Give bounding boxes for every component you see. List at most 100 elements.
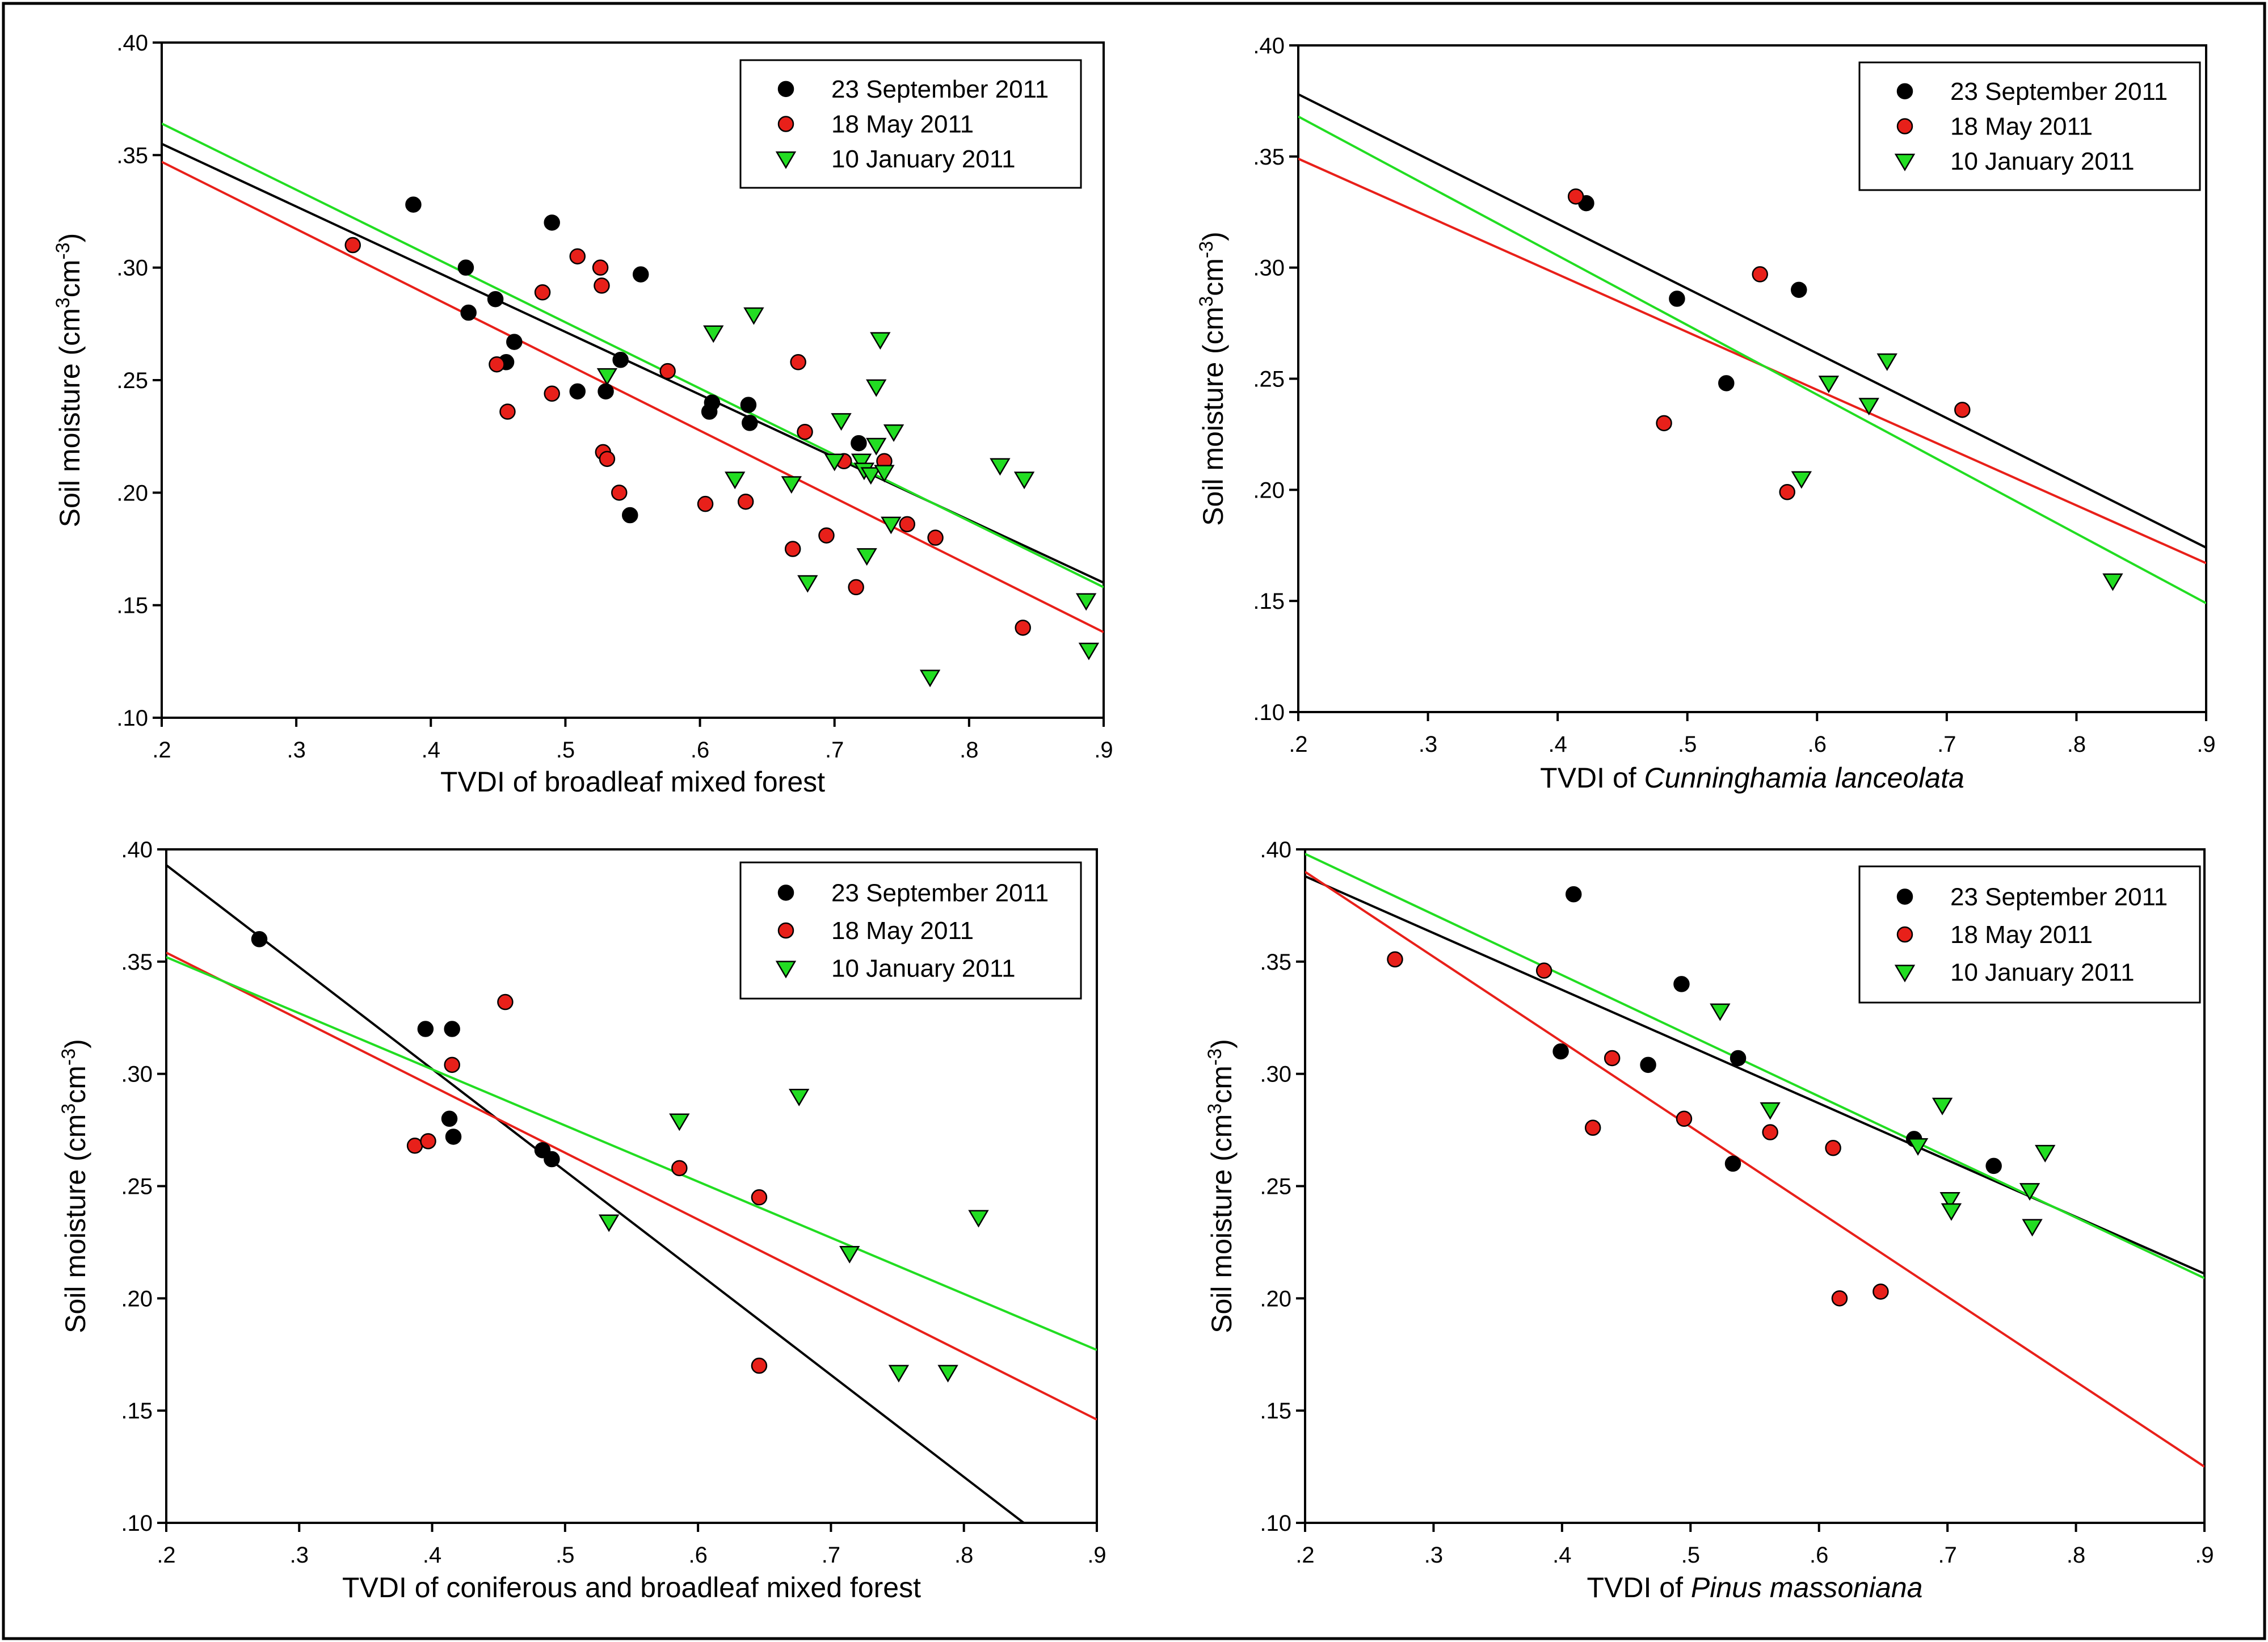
point-series-3 [743, 307, 764, 325]
point-series-1 [597, 383, 614, 400]
point-series-3 [851, 453, 872, 471]
legend-marker [1896, 889, 1913, 905]
point-series-3 [1858, 398, 1879, 416]
legend-box [1858, 61, 2201, 191]
x-tick-label: .3 [1419, 732, 1437, 757]
point-series-3 [968, 1210, 989, 1228]
point-series-3 [1818, 376, 1840, 393]
x-tick-label: .2 [157, 1543, 175, 1568]
point-series-1 [632, 266, 649, 283]
point-series-1 [457, 259, 474, 276]
legend-label: 23 September 2011 [831, 75, 1049, 103]
point-series-2 [737, 493, 754, 510]
legend-label: 18 May 2011 [1950, 113, 2093, 141]
x-tick-label: .6 [1808, 732, 1827, 757]
point-series-2 [406, 1138, 423, 1154]
point-series-2 [784, 541, 801, 557]
point-series-3 [2022, 1219, 2043, 1237]
point-series-2 [592, 259, 609, 276]
x-tick-label: .6 [688, 1543, 707, 1568]
point-series-3 [1876, 353, 1897, 371]
y-tick-label: .25 [121, 1174, 153, 1199]
y-tick-label: .20 [121, 1286, 153, 1311]
point-series-2 [1752, 266, 1768, 283]
point-series-3 [725, 471, 746, 490]
point-series-3 [883, 424, 904, 442]
point-series-1 [1724, 1155, 1741, 1172]
point-series-3 [1078, 642, 1100, 660]
legend: 23 September 2011 18 May 2011 10 January 2… [1858, 865, 2201, 1004]
point-series-2 [790, 354, 806, 370]
point-series-2 [1676, 1110, 1693, 1127]
point-series-3 [874, 465, 895, 483]
x-tick-label: .9 [1087, 1543, 1106, 1568]
point-series-1 [1669, 290, 1685, 307]
legend: 23 September 2011 18 May 2011 10 January 2… [1858, 61, 2201, 191]
y-tick-label: .10 [116, 706, 148, 731]
point-series-3 [797, 575, 818, 593]
x-tick-label: .2 [152, 738, 171, 763]
legend-label: 10 January 2011 [1950, 148, 2135, 175]
y-tick-label: .40 [121, 837, 153, 862]
point-series-2 [594, 277, 610, 294]
fit-line-series-2 [1305, 870, 2204, 1468]
point-series-3 [870, 332, 891, 350]
y-axis-title: Soil moisture (cm3cm-3) [58, 1039, 91, 1333]
legend-marker [777, 81, 794, 98]
point-series-3 [860, 467, 881, 485]
x-tick-label: .8 [960, 738, 978, 763]
x-tick-label: .3 [1424, 1543, 1443, 1568]
y-tick-label: .30 [1260, 1062, 1291, 1087]
point-series-2 [489, 356, 505, 373]
point-series-2 [544, 385, 560, 402]
legend-label: 23 September 2011 [831, 879, 1049, 907]
x-tick-label: .5 [1678, 732, 1697, 757]
point-series-1 [704, 394, 721, 411]
point-series-3 [856, 548, 877, 566]
x-tick-label: .8 [2067, 732, 2086, 757]
point-series-3 [881, 516, 902, 534]
point-series-3 [781, 476, 802, 494]
point-series-2 [697, 495, 714, 512]
y-tick-label: .30 [1253, 256, 1285, 281]
y-tick-label: .40 [1260, 837, 1291, 862]
fit-line-series-1 [1298, 93, 2206, 549]
point-series-2 [848, 579, 864, 596]
point-series-2 [344, 237, 361, 254]
point-series-1 [444, 1021, 460, 1037]
point-series-1 [612, 352, 629, 368]
x-tick-label: .7 [822, 1543, 840, 1568]
point-series-1 [417, 1021, 434, 1037]
point-series-2 [420, 1133, 436, 1150]
point-series-1 [1552, 1043, 1569, 1060]
legend-box [739, 59, 1082, 189]
point-series-3 [2019, 1183, 2040, 1201]
point-series-2 [1567, 188, 1584, 205]
point-series-2 [899, 516, 916, 533]
fit-line-series-2 [166, 951, 1097, 1421]
point-series-1 [544, 214, 560, 231]
x-tick-label: .4 [423, 1543, 441, 1568]
point-series-2 [1831, 1290, 1848, 1307]
point-series-3 [937, 1365, 958, 1383]
y-tick-label: .10 [1253, 700, 1285, 725]
x-tick-label: .4 [1552, 1543, 1571, 1568]
legend-marker [1894, 965, 1916, 983]
point-series-2 [1604, 1050, 1621, 1067]
point-series-3 [789, 1088, 810, 1106]
point-series-3 [1939, 1191, 1960, 1210]
y-tick-label: .35 [116, 143, 148, 168]
point-series-3 [598, 1214, 620, 1232]
point-series-3 [1907, 1138, 1929, 1156]
point-series-3 [1791, 471, 1812, 489]
legend-label: 23 September 2011 [1950, 883, 2168, 911]
chart-panel-3: .2 .3 .4 .5 .6 .7 .8 .9 .10 .15 .20 .25 .30 .35 .40 TVD… [58, 837, 1106, 1603]
point-series-1 [740, 397, 757, 413]
y-tick-label: .40 [1253, 33, 1285, 58]
point-series-3 [703, 325, 724, 343]
legend-box [1858, 865, 2201, 1004]
y-tick-label: .15 [121, 1399, 153, 1424]
point-series-3 [990, 458, 1011, 476]
x-axis-title: TVDI of coniferous and broadleaf mixed f… [342, 1572, 921, 1603]
point-series-2 [569, 248, 586, 265]
